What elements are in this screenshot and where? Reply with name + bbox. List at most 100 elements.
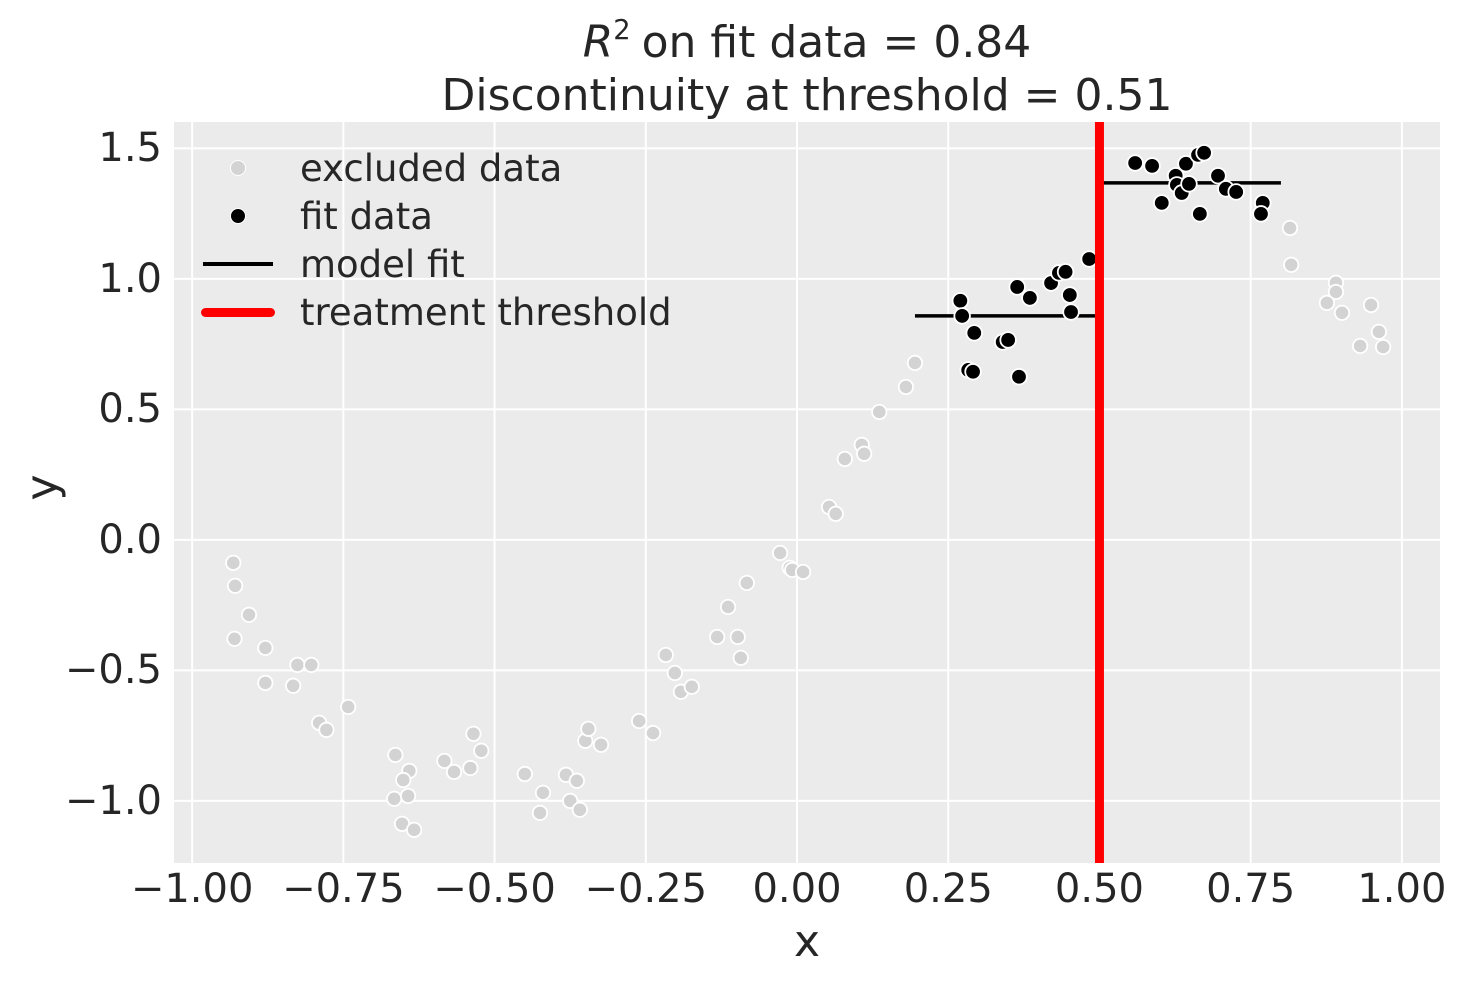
excluded-data-point xyxy=(738,574,755,592)
excluded-data-point xyxy=(1370,323,1388,340)
excluded-data-point xyxy=(318,721,335,738)
excluded-data-point xyxy=(871,403,888,421)
excluded-data-point xyxy=(683,678,700,695)
excluded-data-point xyxy=(897,378,914,396)
excluded-data-point xyxy=(568,772,585,789)
legend-item-fit-data: fit data xyxy=(200,192,672,240)
x-tick-label: −1.00 xyxy=(130,866,254,912)
y-tick-label: −0.5 xyxy=(64,647,162,694)
excluded-data-point xyxy=(387,746,404,764)
chart-canvas xyxy=(174,122,1440,863)
x-tick-label: 1.00 xyxy=(1357,866,1447,912)
fit-data-point xyxy=(953,307,971,325)
x-tick-label: 0.75 xyxy=(1206,866,1296,912)
excluded-data-point xyxy=(1375,338,1392,356)
fit-data-point xyxy=(1227,183,1245,201)
x-tick-label: 0.00 xyxy=(752,866,842,912)
excluded-data-point xyxy=(285,677,302,694)
excluded-data-point xyxy=(399,787,417,805)
model-fit-marker xyxy=(200,262,276,266)
x-tick-label: −0.25 xyxy=(584,866,708,912)
treatment-threshold-swatch xyxy=(201,307,275,317)
excluded-data-point xyxy=(732,649,749,666)
excluded-data-swatch xyxy=(230,160,246,176)
excluded-data-point xyxy=(836,450,853,468)
fit-data-point xyxy=(1209,167,1227,185)
fit-data-point xyxy=(1056,263,1075,281)
y-tick-label: 1.5 xyxy=(98,125,162,172)
excluded-data-point xyxy=(1327,283,1345,301)
fit-data-point xyxy=(1126,154,1144,172)
excluded-data-point xyxy=(1352,337,1369,355)
fit-data-point xyxy=(1062,303,1080,321)
legend-item-treatment-threshold: treatment threshold xyxy=(200,288,672,336)
excluded-data-point xyxy=(794,563,812,581)
x-axis-label: x xyxy=(793,916,821,967)
legend-label: treatment threshold xyxy=(300,290,672,334)
chart-title-line2: Discontinuity at threshold = 0.51 xyxy=(441,69,1173,121)
excluded-data-point xyxy=(465,725,482,742)
excluded-data-point xyxy=(827,505,844,522)
excluded-data-point xyxy=(1362,296,1380,314)
x-tick-label: −0.75 xyxy=(282,866,405,912)
legend-label: excluded data xyxy=(300,146,563,190)
excluded-data-point xyxy=(1283,256,1300,273)
legend-label: model fit xyxy=(300,242,465,286)
excluded-data-point xyxy=(631,712,648,730)
excluded-data-point xyxy=(516,765,533,783)
excluded-data-point xyxy=(534,784,552,801)
fit-data-point xyxy=(1061,286,1079,304)
excluded-data-point xyxy=(1333,304,1351,321)
y-tick-label: 1.0 xyxy=(98,255,162,302)
fit-data-point xyxy=(964,363,982,381)
treatment-threshold-marker xyxy=(200,307,276,317)
x-tick-label: −0.50 xyxy=(433,866,556,912)
excluded-data-point xyxy=(436,752,453,770)
title-exponent: 2 xyxy=(613,15,631,46)
fit-data-point xyxy=(1195,144,1213,162)
excluded-data-point xyxy=(856,445,873,462)
legend-label: fit data xyxy=(300,194,433,238)
excluded-data-point xyxy=(395,771,412,789)
fit-data-point xyxy=(1143,157,1161,175)
legend-item-model-fit: model fit xyxy=(200,240,672,288)
chart-title-line1: R2 on fit data = 0.84 xyxy=(174,6,1440,69)
fit-data-point xyxy=(951,292,970,310)
fit-data-point xyxy=(1008,278,1026,296)
excluded-data-point xyxy=(257,639,274,657)
excluded-data-point xyxy=(386,790,403,807)
fit-data-point xyxy=(1080,250,1098,268)
excluded-data-point xyxy=(592,736,610,753)
legend-item-excluded-data: excluded data xyxy=(200,144,672,192)
excluded-data-point xyxy=(1281,219,1299,237)
excluded-data-point xyxy=(666,664,683,682)
excluded-data-point xyxy=(240,606,258,623)
y-tick-label: 0.5 xyxy=(98,386,162,433)
fit-data-point xyxy=(1191,205,1209,223)
fit-data-point xyxy=(1021,289,1039,307)
excluded-data-marker xyxy=(200,160,276,176)
legend: excluded data fit data model fit treatment … xyxy=(200,144,672,336)
excluded-data-point xyxy=(729,628,746,646)
title-math-var: R xyxy=(582,16,614,68)
excluded-data-point xyxy=(462,759,479,777)
excluded-data-point xyxy=(571,801,588,818)
excluded-data-point xyxy=(340,698,357,716)
fit-data-point xyxy=(1010,368,1028,386)
excluded-data-point xyxy=(226,577,244,594)
excluded-data-point xyxy=(406,821,423,838)
fit-data-point xyxy=(1177,155,1195,173)
excluded-data-point xyxy=(709,628,726,646)
excluded-data-point xyxy=(531,804,549,821)
excluded-data-point xyxy=(289,656,306,673)
plot-area xyxy=(174,122,1440,863)
excluded-data-point xyxy=(1318,294,1335,311)
chart-title: R2 on fit data = 0.84 Discontinuity at th… xyxy=(174,6,1440,122)
excluded-data-point xyxy=(644,724,662,742)
excluded-data-point xyxy=(257,674,274,692)
excluded-data-point xyxy=(580,720,597,737)
excluded-data-point xyxy=(473,742,490,759)
y-axis-label: y xyxy=(16,474,68,501)
fit-data-swatch xyxy=(230,208,246,224)
